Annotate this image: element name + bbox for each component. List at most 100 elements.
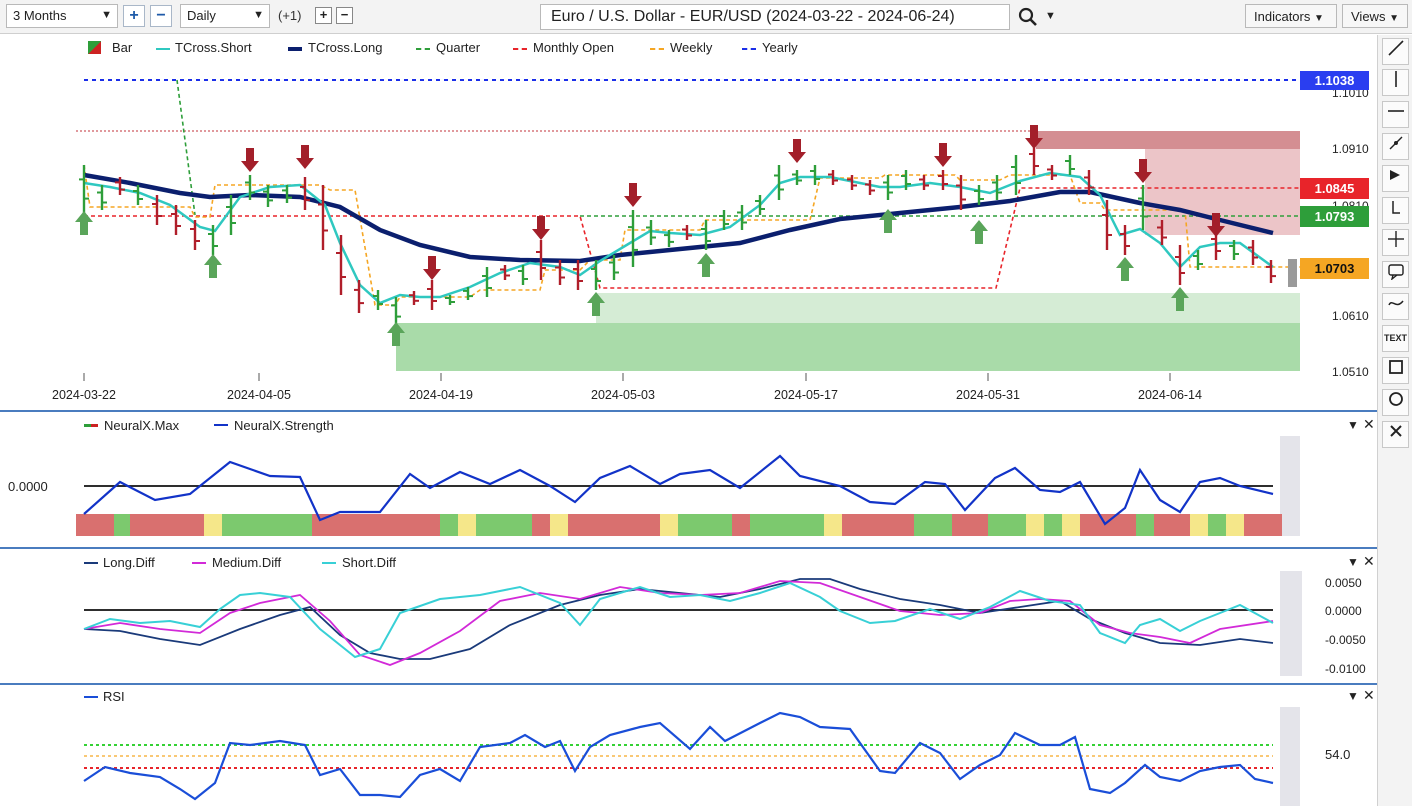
indicators-menu[interactable]: Indicators ▼ — [1245, 4, 1337, 28]
ohlc-bar — [847, 175, 857, 190]
ohlc-bar — [482, 267, 492, 297]
pane-separator[interactable] — [0, 547, 1377, 549]
ohlc-bar — [1138, 185, 1148, 230]
chevron-down-icon[interactable]: ▼ — [1347, 555, 1359, 569]
close-icon[interactable]: ✕ — [1363, 416, 1375, 432]
monthly-price-label: 1.0845 — [1300, 178, 1369, 199]
long-diff-swatch — [84, 562, 98, 564]
tcross-short-swatch — [156, 48, 170, 50]
legend-yearly: Yearly — [762, 40, 798, 55]
ohlc-bar — [115, 177, 125, 195]
fibonacci-icon[interactable] — [1382, 197, 1409, 224]
wave-icon[interactable] — [1382, 293, 1409, 320]
ohlc-bar — [901, 170, 911, 190]
chevron-down-icon: ▼ — [1389, 13, 1399, 24]
ohlc-bar — [97, 185, 107, 210]
buy-signal-arrow-icon — [204, 254, 222, 278]
ohlc-bar — [792, 170, 802, 185]
sell-signal-arrow-icon — [423, 256, 441, 280]
neuralx-max-block — [678, 514, 732, 536]
neuralx-max-swatch — [84, 424, 98, 427]
pane-separator[interactable] — [0, 683, 1377, 685]
tcross-long-swatch — [288, 47, 302, 51]
chevron-down-icon[interactable]: ▼ — [1347, 418, 1359, 432]
indicators-label: Indicators — [1254, 9, 1311, 24]
ohlc-bar — [79, 165, 89, 213]
offset-decrease-button[interactable]: − — [336, 7, 353, 24]
short-diff-line — [83, 581, 1274, 659]
symbol-title[interactable]: Euro / U.S. Dollar - EUR/USD (2024-03-22… — [540, 4, 1010, 30]
vertical-line-icon[interactable] — [1382, 69, 1409, 96]
offset-increase-button[interactable]: + — [315, 7, 332, 24]
rsi-pane[interactable]: 54.0 RSI ▼ ✕ — [0, 685, 1377, 806]
neuralx-max-block — [952, 514, 988, 536]
zoom-in-button[interactable]: + — [123, 5, 145, 27]
ohlc-bar — [555, 260, 565, 285]
ohlc-bar — [263, 185, 273, 207]
neuralx-pane[interactable]: 0.0000 NeuralX.Max NeuralX.Strength ▼ ✕ — [0, 412, 1377, 547]
ohlc-bar — [208, 225, 218, 255]
search-icon[interactable] — [1018, 7, 1038, 27]
neuralx-strength-swatch — [214, 424, 228, 426]
neuralx-max-block — [440, 514, 458, 536]
ohlc-bar — [536, 240, 546, 280]
chevron-down-icon[interactable]: ▼ — [1347, 689, 1359, 703]
zoom-out-button[interactable]: − — [150, 5, 172, 27]
diff-pane[interactable]: 0.0050 0.0000 -0.0050 -0.0100 Long.Diff Med… — [0, 549, 1377, 683]
arrow-icon[interactable] — [1382, 165, 1409, 192]
period-select[interactable]: Daily ▼ — [180, 4, 270, 28]
period-value: Daily — [187, 8, 216, 23]
close-icon[interactable]: ✕ — [1363, 687, 1375, 703]
legend-rsi: RSI — [103, 689, 125, 704]
rectangle-icon[interactable] — [1382, 357, 1409, 384]
ohlc-bar — [1065, 155, 1075, 175]
pane-separator[interactable] — [0, 410, 1377, 412]
neuralx-max-block — [1154, 514, 1190, 536]
timeframe-value: 3 Months — [13, 8, 67, 23]
timeframe-select[interactable]: 3 Months ▼ — [6, 4, 118, 28]
neuralx-right-shade — [1280, 436, 1300, 536]
scroll-handle[interactable] — [1288, 259, 1297, 287]
ohlc-bar — [883, 175, 893, 200]
diff-tick-label: 0.0050 — [1325, 576, 1362, 590]
ohlc-bar — [682, 225, 692, 240]
circle-icon[interactable] — [1382, 389, 1409, 416]
ohlc-bar — [518, 265, 528, 285]
tcross-long-line — [83, 172, 1274, 264]
neuralx-max-block — [660, 514, 678, 536]
ohlc-bar — [919, 175, 929, 190]
diff-tick-label: 0.0000 — [1325, 604, 1362, 618]
views-menu[interactable]: Views ▼ — [1342, 4, 1408, 28]
text-tool-icon[interactable]: TEXT — [1382, 325, 1409, 352]
close-icon[interactable] — [1382, 421, 1409, 448]
chevron-down-icon[interactable]: ▼ — [1045, 10, 1056, 22]
support-zone — [396, 323, 1300, 371]
horizontal-line-icon[interactable] — [1382, 101, 1409, 128]
comment-icon[interactable] — [1382, 261, 1409, 288]
crosshair-icon[interactable] — [1382, 229, 1409, 256]
legend-weekly: Weekly — [670, 40, 713, 55]
trend-line-icon[interactable] — [1382, 38, 1409, 65]
symbol-title-text: Euro / U.S. Dollar - EUR/USD (2024-03-22… — [551, 8, 955, 25]
resistance-zone — [1036, 131, 1300, 149]
legend-monthly-open: Monthly Open — [533, 40, 614, 55]
close-icon[interactable]: ✕ — [1363, 553, 1375, 569]
neuralx-max-block — [568, 514, 660, 536]
neuralx-zero-tick: 0.0000 — [8, 479, 48, 494]
ohlc-bar — [373, 290, 383, 310]
ohlc-bar — [1248, 240, 1258, 265]
rsi-swatch — [84, 696, 98, 698]
views-label: Views — [1351, 9, 1386, 24]
neuralx-max-block — [1244, 514, 1282, 536]
neuralx-max-block — [1190, 514, 1208, 536]
neuralx-max-block — [988, 514, 1026, 536]
ohlc-bar — [774, 165, 784, 200]
ohlc-bar — [152, 195, 162, 225]
ray-icon[interactable] — [1382, 133, 1409, 160]
neuralx-max-block — [294, 514, 312, 536]
ohlc-bar — [810, 165, 820, 185]
legend-tcross-short: TCross.Short — [175, 40, 252, 55]
date-tick-label: 2024-05-31 — [956, 388, 1020, 402]
quarter-price-label: 1.0793 — [1300, 206, 1369, 227]
